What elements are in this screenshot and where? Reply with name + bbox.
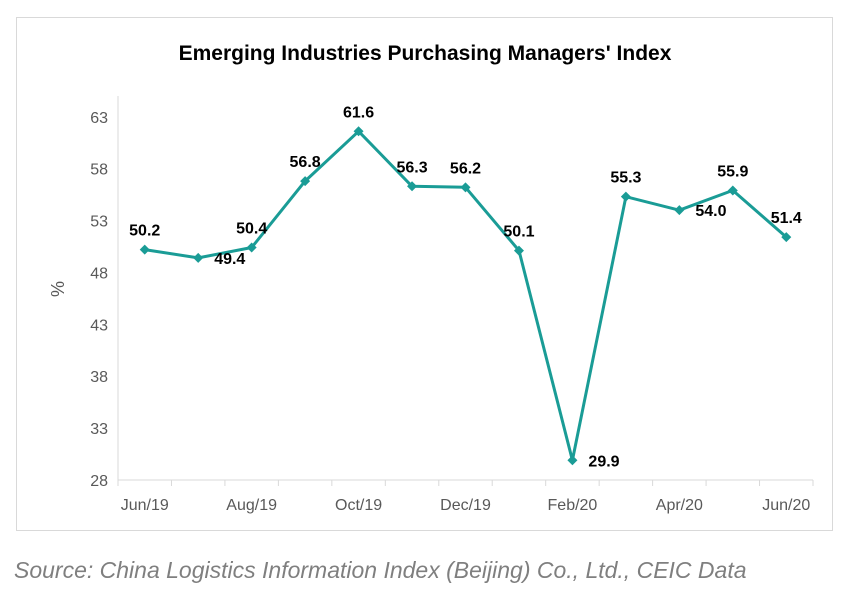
data-point-marker (460, 182, 471, 193)
x-tick-label: Jun/19 (121, 497, 169, 514)
data-point-marker (246, 242, 257, 253)
data-point-marker (674, 205, 685, 216)
y-tick-label: 28 (90, 473, 108, 490)
y-tick-label: 38 (90, 369, 108, 386)
data-point-marker (781, 232, 792, 243)
x-tick-label: Apr/20 (656, 497, 703, 514)
data-label: 50.4 (236, 221, 267, 238)
data-point-marker (727, 185, 738, 196)
y-tick-labels: 28 33 38 43 48 53 58 63 (90, 110, 108, 490)
data-label: 51.4 (771, 210, 802, 227)
data-label: 56.2 (450, 160, 481, 177)
data-point-marker (513, 245, 524, 256)
chart-title: Emerging Industries Purchasing Managers'… (179, 42, 672, 65)
y-tick-label: 43 (90, 317, 108, 334)
source-note: Source: China Logistics Information Inde… (14, 557, 747, 583)
y-tick-label: 53 (90, 214, 108, 231)
data-point-marker (567, 455, 578, 466)
data-point-marker (193, 252, 204, 263)
data-label: 56.8 (290, 154, 321, 171)
x-tick-label: Oct/19 (335, 497, 382, 514)
x-tick-label: Jun/20 (762, 497, 810, 514)
x-tick-label: Dec/19 (440, 497, 491, 514)
data-label: 29.9 (588, 453, 619, 470)
data-point-marker (139, 244, 150, 255)
data-label: 54.0 (695, 203, 726, 220)
y-tick-label: 33 (90, 421, 108, 438)
y-tick-label: 63 (90, 110, 108, 127)
y-axis-label: % (48, 281, 68, 297)
line-chart: Emerging Industries Purchasing Managers'… (48, 42, 814, 514)
data-label: 55.3 (610, 170, 641, 187)
series-layer: 50.2 49.4 50.4 56.8 61.6 56.3 56.2 50.1 29.9 55.3… (129, 104, 802, 470)
data-label: 50.1 (503, 224, 534, 241)
chart-frame: Emerging Industries Purchasing Managers'… (16, 17, 833, 531)
data-label: 61.6 (343, 104, 374, 121)
x-tick-label: Aug/19 (226, 497, 277, 514)
data-label: 50.2 (129, 223, 160, 240)
data-point-marker (620, 191, 631, 202)
data-label: 49.4 (214, 251, 245, 268)
data-label: 56.3 (396, 159, 427, 176)
data-point-marker (407, 181, 418, 192)
series-line (144, 129, 788, 462)
data-point-marker (353, 126, 364, 137)
x-tick-label: Feb/20 (548, 497, 598, 514)
y-tick-label: 48 (90, 265, 108, 282)
data-label: 55.9 (717, 163, 748, 180)
data-point-marker (300, 176, 311, 187)
y-tick-label: 58 (90, 162, 108, 179)
x-tick-labels: Jun/19 Aug/19 Oct/19 Dec/19 Feb/20 Apr/20 Jun/… (117, 480, 814, 514)
